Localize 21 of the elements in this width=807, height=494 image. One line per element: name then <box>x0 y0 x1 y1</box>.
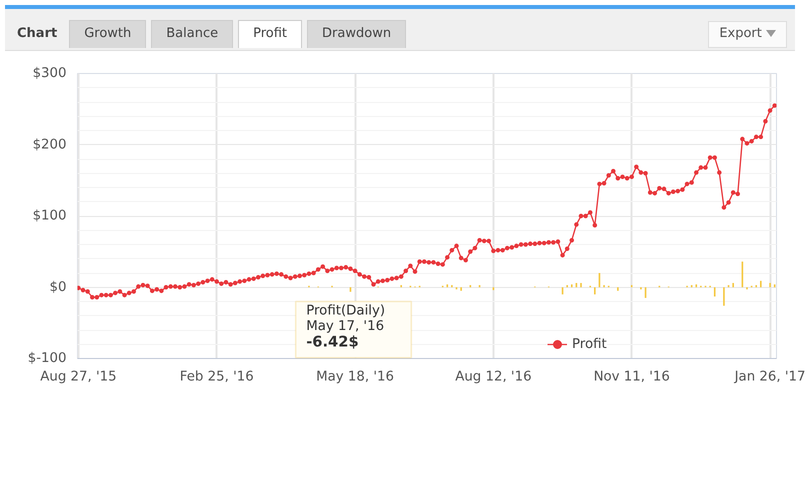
x-tick-label: Feb 25, '16 <box>180 370 254 384</box>
legend-label: Profit <box>572 336 607 352</box>
text: Chart <box>16 25 58 43</box>
x-tick-label: May 18, '16 <box>316 370 394 384</box>
y-tick-label: $100 <box>32 208 67 224</box>
text: Profit <box>238 20 302 48</box>
x-tick-label: Aug 12, '16 <box>455 370 532 384</box>
text: Drawdown <box>307 20 406 48</box>
annotation: -6.42$ <box>306 334 359 351</box>
y-tick-label: $200 <box>32 137 67 152</box>
annotation: May 17, '16 <box>306 318 384 334</box>
y-tick-label: $300 <box>32 66 67 81</box>
text: Growth <box>69 20 146 48</box>
text: Export <box>708 21 787 48</box>
x-tick-label: Jan 26, '17 <box>734 370 806 384</box>
y-tick-label: $-100 <box>28 351 67 366</box>
x-tick-label: Nov 11, '16 <box>594 370 670 384</box>
x-tick-label: Aug 27, '15 <box>40 370 117 384</box>
annotation: Profit(Daily) <box>306 303 386 318</box>
y-tick-label: $0 <box>50 280 67 295</box>
text: Balance <box>151 20 234 48</box>
